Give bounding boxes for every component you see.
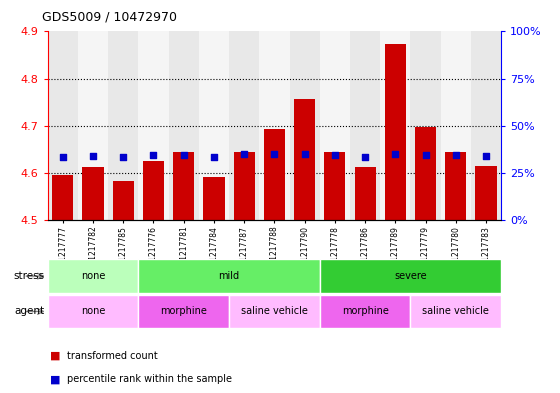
Bar	[320, 295, 410, 328]
Bar	[229, 295, 320, 328]
Text: stress: stress	[13, 271, 45, 281]
Bar	[320, 259, 501, 293]
Point	[421, 152, 430, 158]
Bar	[82, 167, 104, 220]
Point	[270, 151, 279, 157]
Bar	[385, 44, 406, 220]
Bar	[445, 152, 466, 220]
Bar	[138, 295, 229, 328]
Point	[88, 153, 97, 159]
Point	[451, 151, 460, 158]
Point	[300, 151, 309, 157]
Bar	[380, 31, 410, 220]
Bar	[471, 31, 501, 220]
Bar	[169, 31, 199, 220]
Text: none: none	[81, 271, 105, 281]
Bar	[48, 31, 78, 220]
Text: morphine: morphine	[342, 307, 389, 316]
Bar	[199, 31, 229, 220]
Bar	[415, 127, 436, 220]
Text: transformed count: transformed count	[67, 351, 158, 361]
Bar	[138, 259, 320, 293]
Point	[391, 151, 400, 157]
Text: none: none	[81, 307, 105, 316]
Bar	[173, 152, 194, 220]
Bar	[320, 31, 350, 220]
Bar	[143, 161, 164, 220]
Bar	[48, 259, 138, 293]
Bar	[52, 175, 73, 220]
Bar	[138, 31, 169, 220]
Point	[179, 152, 188, 159]
Bar	[264, 129, 285, 220]
Bar	[290, 31, 320, 220]
Text: percentile rank within the sample: percentile rank within the sample	[67, 374, 232, 384]
Bar	[48, 295, 138, 328]
Bar	[234, 152, 255, 220]
Point	[119, 154, 128, 160]
Point	[240, 151, 249, 157]
Text: severe: severe	[394, 271, 427, 281]
Bar	[203, 177, 225, 220]
Point	[149, 152, 158, 159]
Bar	[350, 31, 380, 220]
Point	[330, 152, 339, 158]
Bar	[229, 31, 259, 220]
Point	[209, 154, 218, 160]
Point	[361, 154, 370, 160]
Point	[58, 154, 67, 160]
Bar	[410, 31, 441, 220]
Bar	[410, 295, 501, 328]
Bar	[259, 31, 290, 220]
Bar	[354, 167, 376, 220]
Text: saline vehicle: saline vehicle	[422, 307, 489, 316]
Bar	[78, 31, 108, 220]
Point	[482, 153, 491, 159]
Text: morphine: morphine	[160, 307, 207, 316]
Bar	[324, 152, 346, 220]
Bar	[108, 31, 138, 220]
Text: saline vehicle: saline vehicle	[241, 307, 308, 316]
Bar	[113, 181, 134, 220]
Bar	[294, 99, 315, 220]
Text: ■: ■	[50, 351, 61, 361]
Text: ■: ■	[50, 374, 61, 384]
Text: mild: mild	[218, 271, 240, 281]
Text: GDS5009 / 10472970: GDS5009 / 10472970	[42, 11, 177, 24]
Text: agent: agent	[15, 307, 45, 316]
Bar	[475, 166, 497, 220]
Bar	[441, 31, 471, 220]
